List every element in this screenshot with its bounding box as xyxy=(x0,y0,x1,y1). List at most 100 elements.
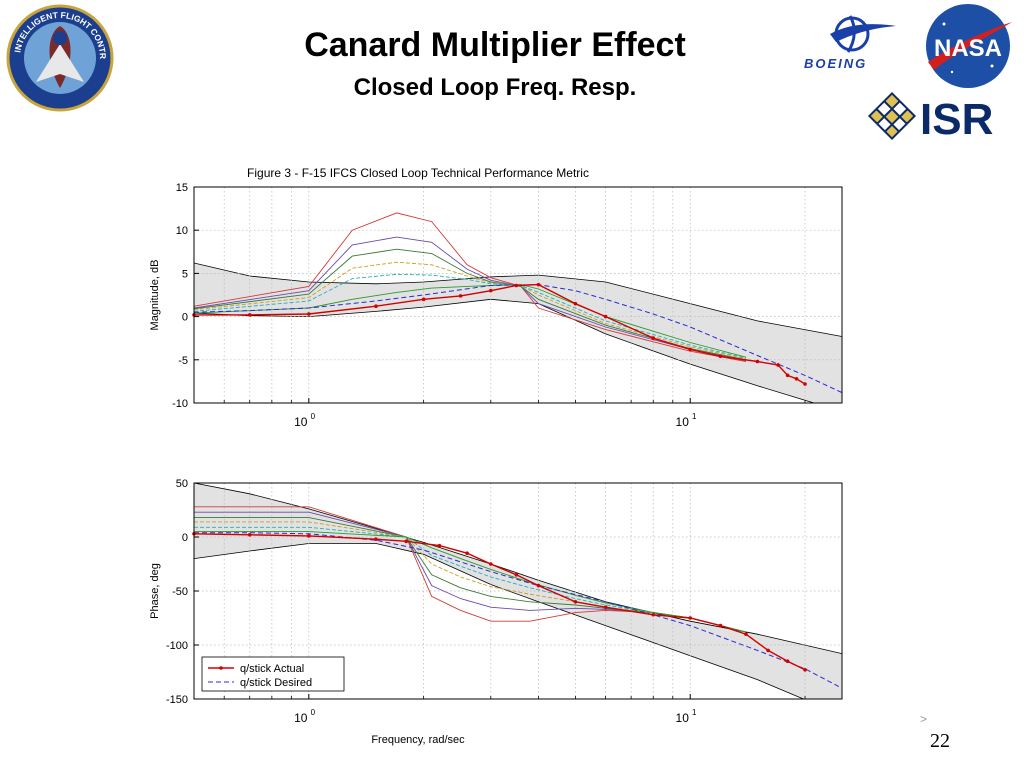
data-point-actual xyxy=(794,377,799,381)
slide-title: Canard Multiplier Effect xyxy=(304,26,686,64)
data-point-actual xyxy=(651,612,656,617)
y-tick-label: 10 xyxy=(176,225,188,237)
data-point-actual xyxy=(776,363,780,367)
data-point-actual xyxy=(744,632,748,636)
isr-logo-text: ISR xyxy=(920,95,993,142)
next-slide-indicator[interactable]: > xyxy=(920,712,928,726)
data-point-actual xyxy=(651,336,656,341)
data-point-actual xyxy=(573,600,578,604)
series-family-line xyxy=(194,212,747,362)
series-qstick-actual xyxy=(194,533,806,671)
legend-marker xyxy=(219,666,223,670)
y-tick-label: -5 xyxy=(178,355,188,367)
data-point-actual xyxy=(803,382,807,386)
data-point-actual xyxy=(514,573,519,577)
series-qstick-actual xyxy=(194,283,806,385)
x-tick-label: 10 xyxy=(294,415,308,429)
data-point-actual xyxy=(247,533,252,537)
data-point-actual xyxy=(374,304,378,309)
plot-area xyxy=(194,187,842,403)
data-point-actual xyxy=(803,668,807,672)
series-family-line xyxy=(194,248,747,361)
series-family-line xyxy=(194,521,747,633)
data-point-actual xyxy=(603,605,608,609)
x-tick-label: 10 xyxy=(294,711,308,725)
data-point-actual xyxy=(785,659,790,663)
legend: q/stick Actual q/stick Desired xyxy=(201,656,345,692)
series-family-line xyxy=(194,526,747,633)
data-point-actual xyxy=(307,312,311,316)
y-tick-label: 0 xyxy=(182,312,188,324)
data-point-actual xyxy=(192,531,196,536)
y-tick-label: -100 xyxy=(166,640,188,652)
data-point-actual xyxy=(307,534,311,538)
data-point-actual xyxy=(755,359,760,364)
page-number: 22 xyxy=(930,730,950,752)
series-family-line xyxy=(194,531,747,633)
y-tick-label: -50 xyxy=(172,586,188,598)
performance-boundary-band xyxy=(194,483,842,699)
nasa-logo-text: NASA xyxy=(934,35,1002,62)
data-point-actual xyxy=(458,294,463,298)
legend-box xyxy=(201,656,345,692)
x-tick-exponent: 1 xyxy=(692,708,697,717)
data-point-actual xyxy=(465,551,469,555)
series-family-line xyxy=(194,284,747,358)
data-point-actual xyxy=(437,543,442,548)
chart-title: Figure 3 - F-15 IFCS Closed Loop Technic… xyxy=(247,166,589,180)
data-point-actual xyxy=(785,373,790,378)
data-point-actual xyxy=(688,347,693,352)
data-point-actual xyxy=(766,648,770,653)
y-axis-label: Phase, deg xyxy=(149,563,161,619)
series-family-line xyxy=(194,506,747,633)
series-family-line xyxy=(194,273,747,359)
series-family-line xyxy=(194,511,747,633)
y-axis-label: Magnitude, dB xyxy=(149,260,161,331)
series-family-line xyxy=(194,236,747,362)
ifcs-badge-logo: INTELLIGENT FLIGHT CONTROL SYSTEM xyxy=(6,4,114,112)
x-axis-label: Frequency, rad/sec xyxy=(371,734,465,746)
data-point-actual xyxy=(536,282,541,287)
boeing-logo: BOEING xyxy=(804,15,896,71)
legend-entry: q/stick Desired xyxy=(240,677,312,689)
data-point-actual xyxy=(536,583,541,588)
data-point-actual xyxy=(488,288,493,293)
y-tick-label: 0 xyxy=(182,532,188,544)
data-point-actual xyxy=(573,301,578,306)
data-point-actual xyxy=(192,313,196,317)
series-qstick-desired xyxy=(194,532,842,689)
x-tick-exponent: 0 xyxy=(311,708,316,717)
x-tick-exponent: 1 xyxy=(692,412,697,421)
data-point-actual xyxy=(718,354,723,359)
y-tick-label: 15 xyxy=(176,182,188,194)
y-tick-label: 50 xyxy=(176,478,188,490)
data-point-actual xyxy=(488,562,493,566)
x-tick-exponent: 0 xyxy=(311,412,316,421)
performance-boundary-band xyxy=(194,262,842,403)
legend-entry: q/stick Actual xyxy=(240,663,304,675)
data-point-actual xyxy=(247,313,252,317)
boeing-logo-text: BOEING xyxy=(804,56,867,71)
data-point-actual xyxy=(688,616,693,620)
data-point-actual xyxy=(421,297,426,302)
isr-logo: ISR xyxy=(868,91,993,142)
axes-frame xyxy=(193,186,843,404)
x-tick-label: 10 xyxy=(676,415,690,429)
x-tick-label: 10 xyxy=(676,711,690,725)
y-tick-label: -10 xyxy=(172,398,188,410)
nasa-logo: NASA xyxy=(926,4,1012,88)
plot-area xyxy=(194,483,842,699)
data-point-actual xyxy=(603,314,608,319)
y-tick-label: -150 xyxy=(166,694,188,706)
data-point-actual xyxy=(718,623,723,628)
y-tick-label: 5 xyxy=(182,268,188,280)
series-qstick-desired xyxy=(194,284,842,394)
data-point-actual xyxy=(514,283,519,288)
series-family-line xyxy=(194,517,747,633)
slide-subtitle: Closed Loop Freq. Resp. xyxy=(353,74,637,101)
data-point-actual xyxy=(374,537,378,541)
series-family-line xyxy=(194,261,747,360)
data-point-actual xyxy=(404,539,408,544)
